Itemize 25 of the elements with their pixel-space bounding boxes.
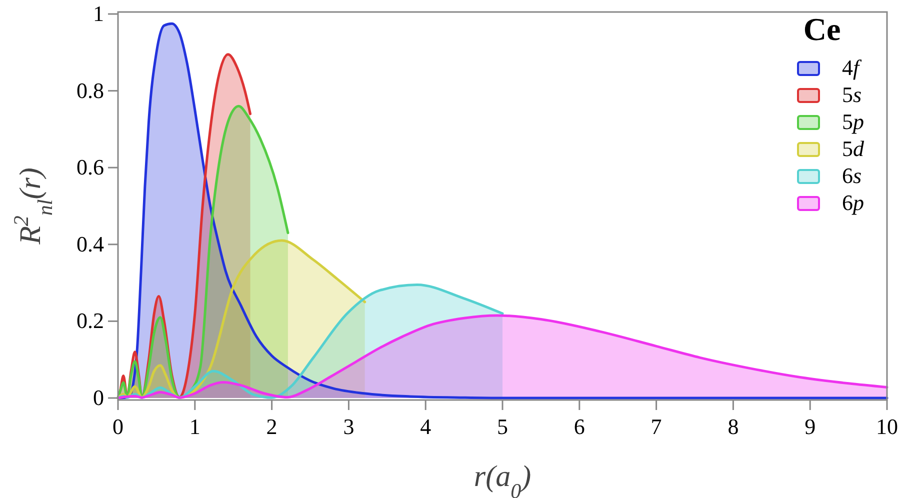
- legend-label: 5s: [842, 82, 862, 107]
- legend-title: Ce: [803, 11, 841, 47]
- legend-label: 6s: [842, 163, 862, 188]
- legend-label: 5p: [842, 109, 864, 134]
- legend-label: 5d: [842, 136, 865, 161]
- x-tick-label: 9: [804, 414, 816, 439]
- y-tick-label: 0.6: [76, 154, 104, 180]
- x-tick-label: 10: [876, 414, 898, 439]
- y-tick-label: 0.4: [76, 231, 104, 256]
- x-tick-label: 7: [650, 414, 662, 439]
- y-tick-label: 0: [93, 385, 104, 410]
- y-tick-label: 0.8: [76, 78, 104, 103]
- legend-label: 6p: [842, 190, 864, 215]
- x-tick-label: 2: [266, 414, 278, 439]
- x-tick-label: 6: [574, 414, 585, 439]
- y-tick-label: 0.2: [76, 308, 104, 334]
- x-tick-label: 8: [728, 414, 739, 439]
- x-axis-title: r(a$_{0}$): [474, 460, 532, 498]
- y-tick-label: 1: [93, 1, 104, 26]
- x-tick-label: 4: [420, 414, 432, 439]
- x-tick-label: 5: [497, 414, 508, 439]
- legend-label: 4f: [842, 55, 862, 80]
- x-tick-label: 0: [112, 414, 124, 439]
- x-tick-label: 3: [343, 414, 354, 439]
- x-tick-label: 1: [189, 414, 200, 439]
